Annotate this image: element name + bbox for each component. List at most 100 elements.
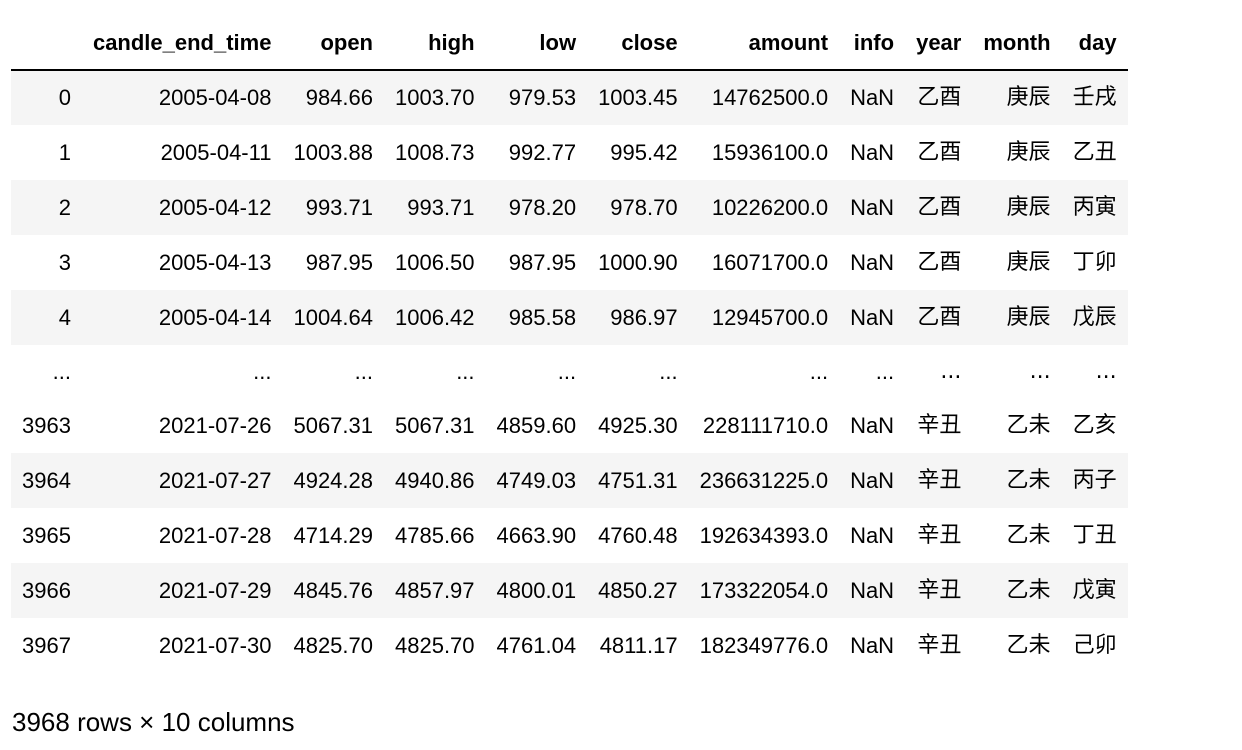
row-index: 4	[58, 304, 71, 330]
cell-close: 1003.45	[598, 85, 678, 110]
cell-day: 戊辰	[1072, 304, 1117, 330]
cell-high: ...	[456, 358, 475, 384]
cell-amount: 192634393.0	[699, 522, 829, 548]
cell-open: 4845.76	[293, 577, 373, 603]
cell-amount: 12945700.0	[711, 304, 829, 330]
cell-month: 乙未	[1006, 467, 1051, 493]
table-header: candle_end_time open high low close amou…	[11, 17, 1128, 71]
cell-month: 乙未	[1006, 577, 1051, 603]
cell-month: 乙未	[1006, 412, 1051, 438]
cell-info: NaN	[850, 139, 895, 165]
cell-candle_end_time: 2021-07-26	[158, 412, 272, 438]
row-index: 3966	[22, 577, 71, 603]
column-header-low: low	[485, 17, 588, 71]
cell-info: ...	[875, 358, 895, 384]
cell-low: 4761.04	[496, 632, 577, 658]
cell-month: 庚辰	[1006, 249, 1051, 275]
shape-summary: 3968 rows × 10 columns	[12, 707, 295, 737]
row-index: 3965	[22, 522, 71, 548]
cell-year: 辛丑	[917, 467, 962, 493]
cell-info: NaN	[850, 632, 895, 658]
cell-year: 辛丑	[917, 412, 962, 438]
table-row: 3965 2021-07-28 4714.29 4785.66 4663.90 4760.…	[11, 508, 1128, 563]
table-row: 2 2005-04-12 993.71 993.71 978.20 978.70 10226…	[11, 180, 1128, 235]
table-row: 4 2005-04-14 1004.64 1006.42 985.58 986.97 129…	[11, 290, 1128, 345]
row-index: 3	[58, 249, 71, 275]
cell-info: NaN	[850, 194, 895, 220]
cell-day: 戊寅	[1072, 577, 1117, 603]
cell-info: NaN	[850, 85, 895, 110]
cell-low: ...	[557, 358, 577, 384]
row-index: 3967	[22, 632, 71, 658]
cell-low: 4859.60	[496, 412, 577, 438]
cell-info: NaN	[850, 304, 895, 330]
cell-day: 乙亥	[1072, 412, 1117, 438]
cell-amount: 236631225.0	[699, 467, 829, 493]
cell-open: 1004.64	[293, 304, 373, 330]
cell-amount: 15936100.0	[711, 139, 829, 165]
cell-year: 辛丑	[917, 577, 962, 603]
cell-close: 4850.27	[598, 577, 678, 603]
column-header-high: high	[384, 17, 486, 71]
cell-month: 庚辰	[1006, 304, 1051, 330]
column-header-amount: amount	[688, 17, 840, 71]
cell-close: 995.42	[610, 139, 678, 165]
dataframe-table: candle_end_time open high low close amou…	[11, 17, 1128, 673]
column-header-year: year	[905, 17, 973, 71]
cell-day: 丙寅	[1072, 194, 1117, 220]
cell-close: 978.70	[610, 194, 678, 220]
cell-info: NaN	[850, 249, 895, 275]
cell-low: 987.95	[508, 249, 577, 275]
cell-day: ...	[1095, 358, 1117, 384]
cell-high: 1006.50	[395, 249, 475, 275]
cell-amount: 16071700.0	[711, 249, 829, 275]
table-row: 0 2005-04-08 984.66 1003.70 979.53 1003.45 147…	[11, 70, 1128, 125]
cell-low: 4800.01	[496, 577, 577, 603]
cell-candle_end_time: 2005-04-12	[158, 194, 272, 220]
cell-day: 丁卯	[1072, 249, 1117, 275]
cell-open: 4825.70	[293, 632, 373, 658]
cell-amount: 173322054.0	[699, 577, 829, 603]
cell-day: 丁丑	[1072, 522, 1117, 548]
index-header	[11, 17, 82, 71]
cell-amount: 10226200.0	[711, 194, 829, 220]
cell-high: 5067.31	[395, 412, 475, 438]
table-row: 3 2005-04-13 987.95 1006.50 987.95 1000.90 160…	[11, 235, 1128, 290]
cell-high: 4857.97	[395, 577, 475, 603]
cell-high: 1008.73	[395, 139, 475, 165]
cell-close: 4811.17	[599, 632, 678, 658]
cell-close: 4760.48	[598, 522, 678, 548]
cell-high: 1006.42	[395, 304, 475, 330]
cell-year: 辛丑	[917, 522, 962, 548]
cell-month: 庚辰	[1006, 194, 1051, 220]
row-index: ...	[52, 358, 71, 384]
cell-low: 4749.03	[496, 467, 577, 493]
cell-year: 乙酉	[917, 194, 962, 220]
cell-high: 1003.70	[395, 85, 475, 110]
cell-candle_end_time: 2021-07-29	[158, 577, 272, 603]
cell-high: 4825.70	[395, 632, 475, 658]
cell-high: 4940.86	[395, 467, 475, 493]
cell-open: 984.66	[305, 85, 373, 110]
row-index: 0	[58, 85, 71, 110]
cell-low: 4663.90	[496, 522, 577, 548]
cell-day: 己卯	[1072, 632, 1117, 658]
cell-low: 985.58	[508, 304, 577, 330]
cell-day: 壬戌	[1072, 85, 1117, 110]
cell-high: 4785.66	[395, 522, 475, 548]
cell-open: 993.71	[305, 194, 373, 220]
cell-candle_end_time: 2005-04-13	[158, 249, 272, 275]
ellipsis-row: .................................	[11, 345, 1128, 398]
cell-year: 乙酉	[917, 249, 962, 275]
row-index: 2	[58, 194, 71, 220]
row-index: 3964	[22, 467, 71, 493]
cell-info: NaN	[850, 522, 895, 548]
cell-low: 978.20	[508, 194, 577, 220]
header-row: candle_end_time open high low close amou…	[11, 17, 1128, 71]
cell-month: 乙未	[1006, 632, 1051, 658]
cell-high: 993.71	[407, 194, 475, 220]
cell-day: 丙子	[1072, 467, 1117, 493]
cell-open: 5067.31	[293, 412, 373, 438]
table-row: 3964 2021-07-27 4924.28 4940.86 4749.03 4751.…	[11, 453, 1128, 508]
